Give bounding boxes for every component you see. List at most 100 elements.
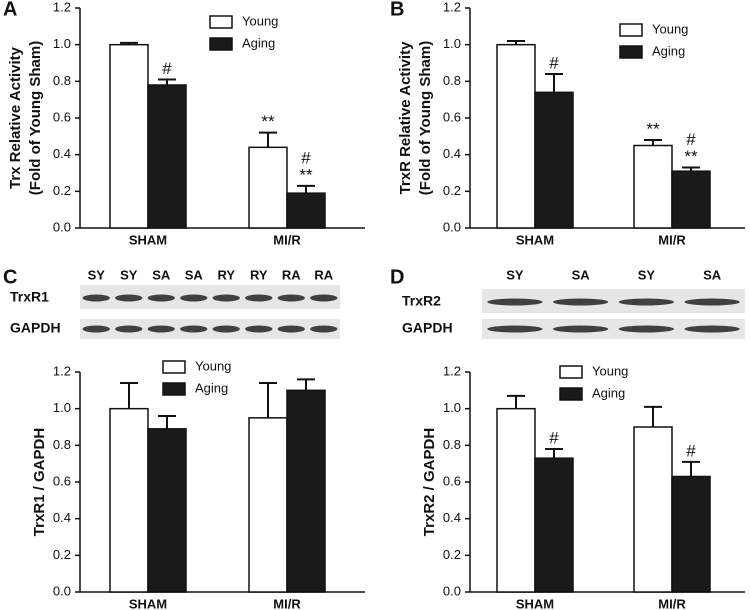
legend-swatch xyxy=(209,37,233,51)
legend-swatch xyxy=(619,45,643,59)
y-tick-label: 0.2 xyxy=(53,183,71,198)
blot-band xyxy=(147,325,175,333)
lane-label: RY xyxy=(217,267,235,282)
blot-band xyxy=(245,294,273,302)
legend-label: Aging xyxy=(195,380,228,395)
lane-label: SY xyxy=(88,267,106,282)
y-tick-label: 0.8 xyxy=(53,437,71,452)
significance-marker: # xyxy=(686,441,696,460)
blot-band xyxy=(277,294,305,302)
blot-band xyxy=(147,294,175,302)
row-label: TrxR2 xyxy=(402,293,441,309)
blot-band xyxy=(82,325,110,333)
x-tick-label: SHAM xyxy=(516,596,554,610)
lane-label: SY xyxy=(120,267,138,282)
blot-band xyxy=(212,294,240,302)
panel-letter: B xyxy=(390,0,404,20)
legend-label: Young xyxy=(242,13,278,28)
blot-band xyxy=(553,325,609,333)
legend-label: Young xyxy=(652,21,688,36)
bar xyxy=(633,426,673,593)
legend-label: Aging xyxy=(592,385,625,400)
legend-swatch xyxy=(162,382,186,396)
blot-band xyxy=(212,325,240,333)
y-axis-label: TrxR1 / GAPDH xyxy=(31,428,48,536)
lane-label: RY xyxy=(250,267,268,282)
x-tick-label: SHAM xyxy=(129,232,167,247)
legend-label: Aging xyxy=(242,35,275,50)
y-tick-label: 0.0 xyxy=(53,583,71,598)
bar xyxy=(248,417,288,593)
bar xyxy=(147,84,187,229)
x-tick-label: MI/R xyxy=(273,232,301,247)
y-tick-label: 0.6 xyxy=(443,473,461,488)
significance-marker: # xyxy=(301,148,311,167)
blot-band xyxy=(82,294,110,302)
y-tick-label: 1.0 xyxy=(443,36,461,51)
significance-marker: ** xyxy=(261,112,275,131)
legend-swatch xyxy=(209,15,233,29)
blot-band xyxy=(310,325,338,333)
y-tick-label: 1.0 xyxy=(443,400,461,415)
blot-band xyxy=(245,325,273,333)
bar xyxy=(671,475,711,593)
lane-label: SA xyxy=(185,267,204,282)
y-tick-label: 0.0 xyxy=(53,219,71,234)
significance-marker: # xyxy=(686,130,696,149)
blot-band xyxy=(115,294,143,302)
significance-marker: ** xyxy=(299,165,313,184)
y-tick-label: 0.8 xyxy=(53,73,71,88)
bar xyxy=(248,146,288,229)
bar xyxy=(671,170,711,229)
legend-swatch xyxy=(559,365,583,379)
blot-band xyxy=(115,325,143,333)
y-tick-label: 0.0 xyxy=(443,583,461,598)
lane-label: SA xyxy=(703,267,722,282)
significance-marker: # xyxy=(549,428,559,447)
blot-band xyxy=(310,294,338,302)
blot-band xyxy=(487,325,543,333)
y-tick-label: 0.4 xyxy=(53,146,71,161)
panel-letter: A xyxy=(3,0,17,20)
blot-band xyxy=(277,325,305,333)
lane-label: SA xyxy=(152,267,171,282)
lane-label: SA xyxy=(572,267,591,282)
legend-label: Young xyxy=(592,363,628,378)
y-axis-label: (Fold of Young Sham) xyxy=(417,41,434,195)
bar xyxy=(109,43,149,229)
y-tick-label: 0.2 xyxy=(443,547,461,562)
blot-band xyxy=(180,294,208,302)
y-tick-label: 0.8 xyxy=(443,73,461,88)
blot-band xyxy=(618,298,674,306)
legend-label: Aging xyxy=(652,43,685,58)
significance-marker: ** xyxy=(684,147,698,166)
y-tick-label: 0.6 xyxy=(53,473,71,488)
bar xyxy=(534,457,574,593)
y-axis-label: Trx Relative Activity xyxy=(7,46,24,189)
y-tick-label: 1.2 xyxy=(53,363,71,378)
panel-letter: C xyxy=(3,266,17,288)
lane-label: RA xyxy=(282,267,301,282)
y-axis-label: TrxR2 / GAPDH xyxy=(421,428,438,536)
row-label: GAPDH xyxy=(10,320,61,336)
legend-swatch xyxy=(559,387,583,401)
lane-label: SY xyxy=(638,267,656,282)
legend-swatch xyxy=(619,23,643,37)
bar xyxy=(286,192,326,229)
blot-band xyxy=(553,298,609,306)
y-tick-label: 0.8 xyxy=(443,437,461,452)
x-tick-label: SHAM xyxy=(129,596,167,610)
y-tick-label: 1.0 xyxy=(53,400,71,415)
blot-background xyxy=(482,319,745,339)
bar xyxy=(496,407,536,593)
y-tick-label: 0.4 xyxy=(443,146,461,161)
y-axis-label: (Fold of Young Sham) xyxy=(27,41,44,195)
y-tick-label: 0.4 xyxy=(443,510,461,525)
y-tick-label: 0.0 xyxy=(443,219,461,234)
x-tick-label: SHAM xyxy=(516,232,554,247)
y-tick-label: 1.0 xyxy=(53,36,71,51)
blot-band xyxy=(618,325,674,333)
bar xyxy=(147,428,187,593)
y-tick-label: 0.2 xyxy=(53,547,71,562)
